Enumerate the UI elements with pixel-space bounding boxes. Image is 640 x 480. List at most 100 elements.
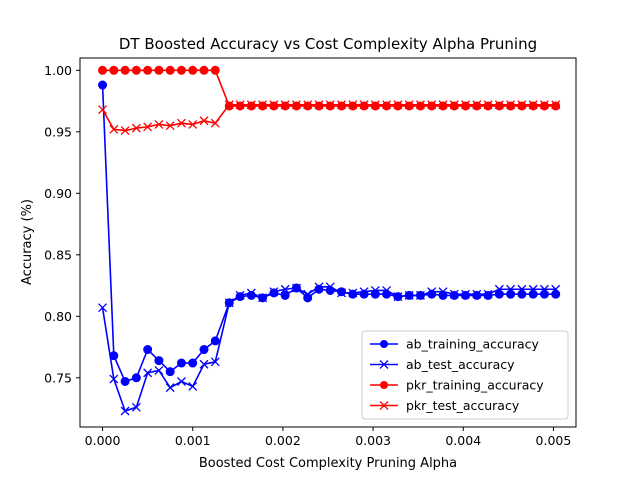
data-point-pkr_test_accuracy (258, 100, 268, 110)
data-point-ab_training_accuracy (528, 289, 538, 299)
data-point-pkr_training_accuracy (109, 65, 119, 75)
legend-marker-ab_training_accuracy (380, 340, 388, 348)
data-point-pkr_test_accuracy (109, 124, 119, 134)
data-point-ab_test_accuracy (258, 293, 268, 303)
data-point-ab_test_accuracy (280, 284, 290, 294)
x-tick-label: 0.004 (445, 433, 481, 448)
data-point-pkr_training_accuracy (415, 101, 425, 111)
data-point-pkr_training_accuracy (280, 101, 290, 111)
data-point-pkr_test_accuracy (210, 118, 220, 128)
data-point-pkr_test_accuracy (494, 100, 504, 110)
data-point-ab_test_accuracy (427, 287, 437, 297)
data-point-pkr_test_accuracy (393, 100, 403, 110)
data-point-pkr_training_accuracy (359, 101, 369, 111)
data-point-pkr_test_accuracy (165, 121, 175, 131)
data-point-ab_training_accuracy (143, 345, 153, 355)
data-point-pkr_training_accuracy (98, 65, 108, 75)
data-point-pkr_test_accuracy (472, 100, 482, 110)
data-point-ab_training_accuracy (210, 336, 220, 346)
data-point-ab_test_accuracy (438, 287, 448, 297)
data-point-pkr_test_accuracy (551, 100, 561, 110)
data-point-ab_training_accuracy (539, 289, 549, 299)
data-point-pkr_test_accuracy (539, 100, 549, 110)
data-point-pkr_test_accuracy (143, 122, 153, 132)
data-point-ab_training_accuracy (165, 367, 175, 377)
data-point-ab_test_accuracy (506, 284, 516, 294)
data-point-pkr_training_accuracy (438, 101, 448, 111)
data-point-ab_test_accuracy (370, 286, 380, 295)
y-tick-label: 1.00 (44, 63, 72, 78)
data-point-ab_training_accuracy (188, 358, 198, 368)
data-point-pkr_test_accuracy (415, 100, 425, 110)
data-point-pkr_training_accuracy (314, 101, 324, 111)
data-point-ab_test_accuracy (291, 283, 301, 293)
legend-label-pkr_test_accuracy: pkr_test_accuracy (406, 398, 520, 413)
data-point-ab_training_accuracy (517, 289, 527, 299)
data-point-pkr_training_accuracy (269, 101, 279, 111)
data-point-ab_test_accuracy (235, 290, 245, 300)
data-point-pkr_training_accuracy (472, 101, 482, 111)
data-point-pkr_training_accuracy (120, 65, 130, 75)
data-point-pkr_training_accuracy (235, 101, 245, 111)
data-point-ab_training_accuracy (98, 80, 108, 90)
data-point-pkr_test_accuracy (348, 100, 358, 110)
data-point-ab_test_accuracy (246, 288, 256, 298)
chart-title: DT Boosted Accuracy vs Cost Complexity A… (119, 35, 537, 53)
data-point-ab_training_accuracy (506, 289, 516, 299)
data-point-ab_test_accuracy (393, 292, 403, 302)
data-point-ab_test_accuracy (224, 298, 234, 308)
y-axis-label: Accuracy (%) (20, 199, 35, 285)
data-point-ab_test_accuracy (199, 359, 209, 369)
data-point-ab_test_accuracy (551, 284, 561, 294)
data-point-ab_test_accuracy (539, 284, 549, 294)
data-point-pkr_test_accuracy (246, 100, 256, 110)
data-point-pkr_training_accuracy (483, 101, 493, 111)
legend-marker-pkr_test_accuracy (379, 401, 389, 410)
data-point-pkr_training_accuracy (370, 101, 380, 111)
data-point-pkr_training_accuracy (382, 101, 392, 111)
y-tick-label: 0.75 (44, 370, 72, 385)
data-point-pkr_test_accuracy (314, 100, 324, 110)
plot-area (98, 65, 561, 416)
axes-frame (79, 57, 577, 428)
data-point-ab_training_accuracy (131, 373, 141, 383)
y-tick-label: 0.80 (44, 309, 72, 324)
data-point-pkr_training_accuracy (176, 65, 186, 75)
data-point-pkr_test_accuracy (325, 100, 335, 110)
data-point-pkr_test_accuracy (269, 100, 279, 110)
data-point-pkr_test_accuracy (98, 105, 108, 115)
data-point-ab_test_accuracy (348, 288, 358, 298)
data-point-ab_training_accuracy (280, 290, 290, 300)
data-point-pkr_test_accuracy (337, 100, 346, 110)
data-point-pkr_training_accuracy (165, 65, 175, 75)
data-point-ab_test_accuracy (404, 290, 414, 300)
data-point-pkr_test_accuracy (199, 116, 209, 126)
y-tick-label: 0.95 (44, 124, 72, 139)
data-point-pkr_training_accuracy (291, 101, 301, 111)
axes: 0.000 0.001 0.002 0.003 0.004 0.005 0.75 0.80 0.… (44, 57, 577, 448)
data-point-pkr_test_accuracy (303, 100, 313, 110)
x-tick-label: 0.001 (175, 433, 211, 448)
x-tick-label: 0.002 (265, 433, 301, 448)
legend-box (361, 330, 569, 420)
data-point-pkr_test_accuracy (154, 119, 164, 129)
data-point-ab_training_accuracy (472, 290, 482, 300)
data-point-ab_test_accuracy (517, 284, 527, 294)
data-point-pkr_test_accuracy (359, 100, 369, 110)
data-point-ab_test_accuracy (131, 402, 141, 412)
data-point-ab_test_accuracy (120, 406, 130, 416)
data-point-pkr_training_accuracy (494, 101, 504, 111)
data-point-pkr_training_accuracy (131, 65, 141, 75)
data-point-pkr_training_accuracy (517, 101, 527, 111)
data-point-ab_training_accuracy (348, 289, 358, 299)
data-point-pkr_test_accuracy (120, 126, 130, 136)
data-point-pkr_training_accuracy (143, 65, 153, 75)
data-point-ab_test_accuracy (154, 365, 164, 375)
data-point-pkr_training_accuracy (303, 101, 313, 111)
data-point-pkr_training_accuracy (337, 101, 347, 111)
data-point-pkr_training_accuracy (506, 101, 516, 111)
data-point-pkr_test_accuracy (176, 118, 186, 128)
data-point-ab_training_accuracy (176, 358, 186, 368)
